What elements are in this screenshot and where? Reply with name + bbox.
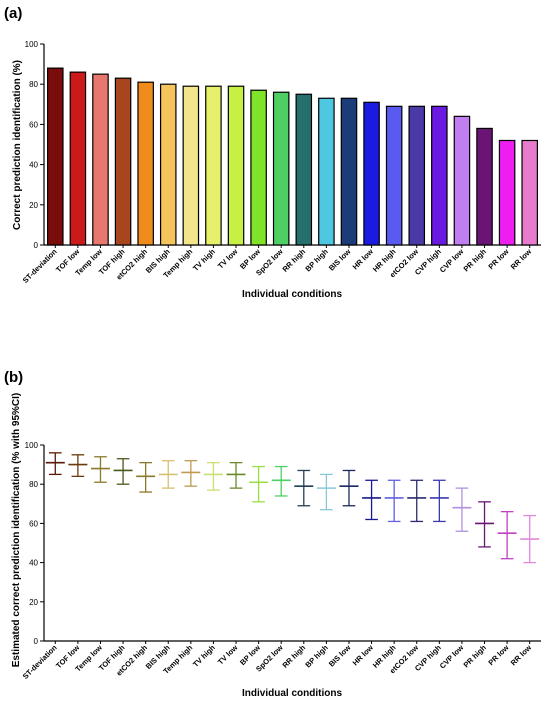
panel-b-y-tick-label: 0 xyxy=(34,637,39,646)
panel-a-category-label: RR high xyxy=(281,247,308,274)
panel-b-category-label: RR high xyxy=(281,643,308,670)
panel-b-y-tick-label: 40 xyxy=(29,559,38,568)
panel-b-y-tick-label: 100 xyxy=(25,441,39,450)
panel-a-y-tick-label: 40 xyxy=(29,161,38,170)
panel-a-y-tick-label: 60 xyxy=(29,120,38,129)
panel-b-y-tick-label: 60 xyxy=(29,519,38,528)
panel-b-category-label: TV low xyxy=(216,643,240,667)
bar xyxy=(521,139,538,246)
bar xyxy=(476,127,493,246)
bar xyxy=(47,67,64,246)
bar xyxy=(182,85,200,246)
panel-a-label: (a) xyxy=(4,5,22,22)
bar xyxy=(363,101,380,246)
panel-b-y-tick-label: 20 xyxy=(29,598,38,607)
bar xyxy=(408,105,426,246)
panel-a-category-label: ST-deviation xyxy=(21,247,59,285)
bar xyxy=(137,81,154,246)
bar xyxy=(318,97,335,246)
bar xyxy=(431,105,448,246)
panel-b-category-label: RR low xyxy=(509,643,533,667)
panel-a-category-label: PR high xyxy=(462,247,489,274)
panel-b-category-label: PR high xyxy=(462,643,489,670)
panel-b-category-label: ST-deviation xyxy=(21,643,59,681)
bar xyxy=(92,73,109,246)
bar xyxy=(272,91,290,246)
panel-a-y-tick-label: 100 xyxy=(25,40,39,49)
bar xyxy=(453,115,471,246)
panel-b-category-label: PR low xyxy=(486,643,510,667)
panel-a-category-label: BIS low xyxy=(327,247,353,273)
bar xyxy=(159,83,177,246)
panel-a-category-label: RR low xyxy=(509,247,533,271)
panel-b-category-label: BIS low xyxy=(327,643,353,669)
panel-b-category-label: CVP low xyxy=(438,643,466,671)
bar xyxy=(205,85,222,246)
panel-b-category-label: BP high xyxy=(303,643,330,670)
panel-a-y-tick-label: 80 xyxy=(29,80,38,89)
panel-a-category-label: PR low xyxy=(486,247,510,271)
panel-b-y-tick-label: 80 xyxy=(29,480,38,489)
bar xyxy=(250,89,267,246)
bar xyxy=(498,139,516,246)
bar xyxy=(385,105,403,246)
bar xyxy=(295,93,313,246)
panel-a-category-label: TV low xyxy=(216,247,240,271)
panel-a-category-label: TV high xyxy=(191,247,217,273)
panel-b-category-label: TV high xyxy=(191,643,217,669)
panel-a-category-label: BP high xyxy=(303,247,330,274)
bar xyxy=(114,77,132,246)
panel-a-y-axis-label: Correct prediction identification (%) xyxy=(12,60,23,230)
panel-b-x-axis-label: Individual conditions xyxy=(242,688,342,699)
panel-a-y-tick-label: 20 xyxy=(29,201,38,210)
bar xyxy=(340,97,358,246)
panel-a-x-axis-label: Individual conditions xyxy=(242,289,342,300)
panel-a-category-label: CVP low xyxy=(438,247,466,275)
bar xyxy=(227,85,245,246)
panel-b-label: (b) xyxy=(4,369,23,386)
panel-a-y-tick-label: 0 xyxy=(34,241,39,250)
bar xyxy=(69,71,87,246)
panel-b-y-axis-label: Estimated correct prediction identificat… xyxy=(11,393,22,668)
